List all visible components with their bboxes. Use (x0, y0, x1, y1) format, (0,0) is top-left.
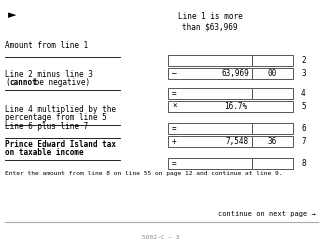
Bar (168, 101, 293, 112)
Bar (168, 55, 252, 66)
Bar (252, 158, 293, 169)
Bar (168, 123, 252, 134)
Text: =: = (172, 124, 177, 133)
Bar (168, 158, 252, 169)
Bar (252, 123, 293, 134)
Text: 3: 3 (301, 69, 306, 78)
Text: 7,548: 7,548 (226, 137, 249, 146)
Text: 6: 6 (301, 124, 306, 133)
Text: Line 4 multiplied by the: Line 4 multiplied by the (5, 105, 116, 114)
Text: be negative): be negative) (30, 78, 91, 87)
Bar (168, 68, 252, 79)
Text: Line 2 minus line 3: Line 2 minus line 3 (5, 70, 93, 79)
Bar (168, 88, 252, 99)
Text: Enter the amount from line 8 on line 55 on page 12 and continue at line 9.: Enter the amount from line 8 on line 55 … (5, 171, 283, 176)
Text: 5002-C – 3: 5002-C – 3 (142, 235, 180, 240)
Text: Amount from line 1: Amount from line 1 (5, 41, 88, 50)
Text: on taxable income: on taxable income (5, 148, 84, 157)
Text: 2: 2 (301, 56, 306, 65)
Text: 7: 7 (301, 137, 306, 146)
Text: 5: 5 (301, 102, 306, 111)
Text: Line 1 is more
than $63,969: Line 1 is more than $63,969 (178, 12, 242, 32)
Bar (252, 88, 293, 99)
Text: continue on next page →: continue on next page → (218, 211, 316, 217)
Bar (252, 55, 293, 66)
Text: +: + (172, 137, 177, 146)
Text: percentage from line 5: percentage from line 5 (5, 113, 107, 122)
Text: 8: 8 (301, 159, 306, 168)
Text: =: = (172, 159, 177, 168)
Text: =: = (172, 89, 177, 98)
Bar (252, 68, 293, 79)
Text: 00: 00 (268, 69, 277, 78)
Text: ►: ► (8, 10, 16, 20)
Text: Prince Edward Island tax: Prince Edward Island tax (5, 140, 116, 149)
Bar (168, 136, 252, 147)
Text: –: – (172, 69, 177, 78)
Text: 36: 36 (268, 137, 277, 146)
Text: ×: × (172, 102, 177, 111)
Text: cannot: cannot (9, 78, 37, 87)
Bar (252, 136, 293, 147)
Text: 16.7%: 16.7% (224, 102, 247, 111)
Text: 4: 4 (301, 89, 306, 98)
Text: (: ( (5, 78, 10, 87)
Text: 63,969: 63,969 (221, 69, 249, 78)
Text: Line 6 plus line 7: Line 6 plus line 7 (5, 122, 88, 131)
